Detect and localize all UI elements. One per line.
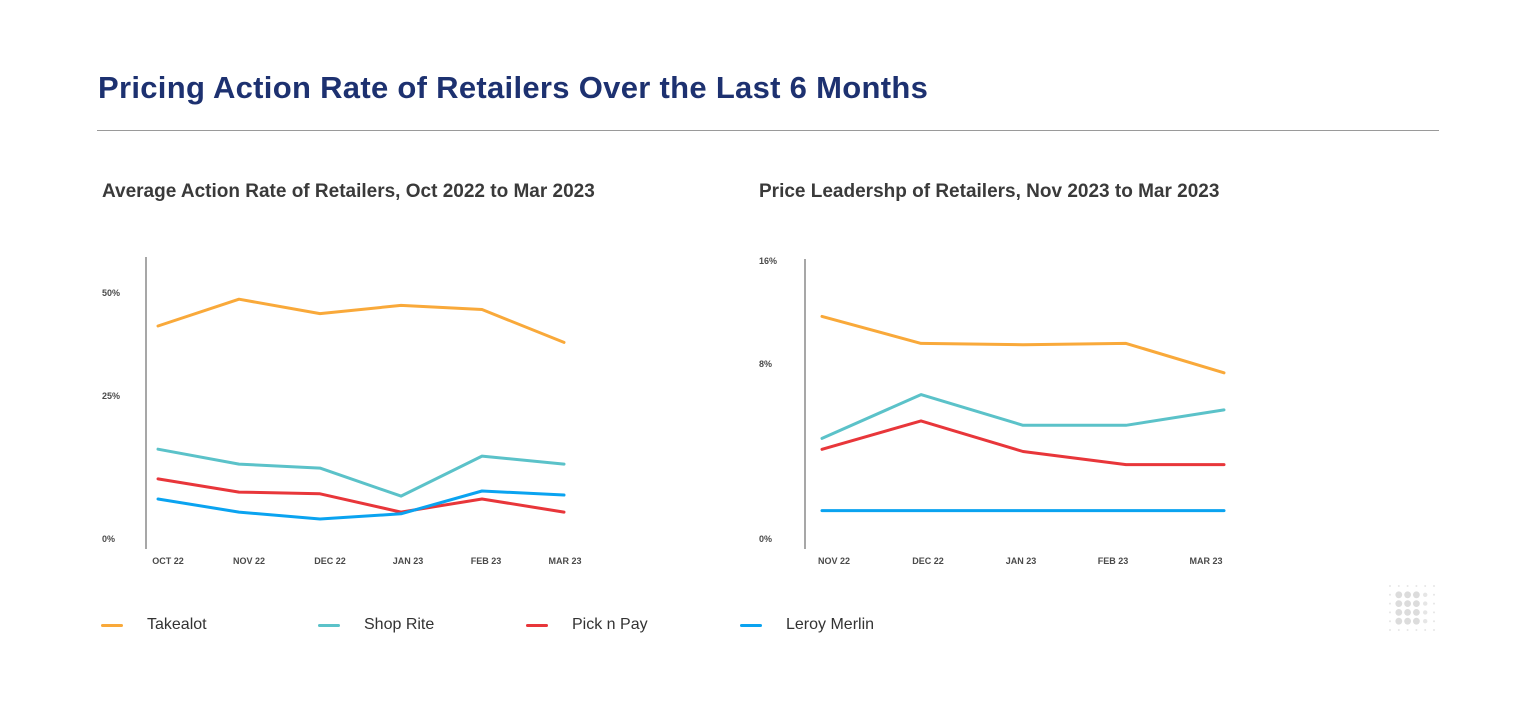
- dot: [1397, 585, 1400, 587]
- chart-1-series-leroy-merlin: [156, 489, 566, 521]
- chart-2-y-tick-label: 0%: [759, 534, 772, 544]
- chart-2-series-pick-n-pay: [820, 419, 1226, 467]
- dot: [1389, 611, 1391, 614]
- dot: [1406, 629, 1409, 631]
- legend-label: Takealot: [147, 616, 207, 633]
- dot: [1389, 629, 1391, 631]
- dot: [1413, 609, 1420, 616]
- legend-label: Shop Rite: [364, 616, 435, 633]
- title-divider: [97, 130, 1439, 131]
- dot: [1389, 593, 1391, 596]
- dot: [1424, 629, 1427, 631]
- chart-2-title: Price Leadershp of Retailers, Nov 2023 t…: [759, 181, 1220, 202]
- chart-1-series-shop-rite: [156, 447, 566, 498]
- chart-2-x-tick-label: JAN 23: [1006, 556, 1037, 566]
- chart-2-series-shop-rite: [820, 393, 1226, 440]
- dot: [1395, 600, 1403, 607]
- dot: [1395, 609, 1403, 616]
- dot-grid-logo-icon: [1389, 585, 1435, 631]
- legend-label: Pick n Pay: [572, 616, 648, 633]
- chart-1-x-tick-label: FEB 23: [471, 556, 502, 566]
- legend-swatch: [740, 623, 762, 627]
- dot: [1423, 592, 1428, 597]
- legend-item-leroy-merlin: Leroy Merlin: [740, 616, 874, 634]
- chart-2-y-tick-label: 8%: [759, 359, 772, 369]
- chart-2-x-tick-label: DEC 22: [912, 556, 944, 566]
- chart-1-x-tick-label: OCT 22: [152, 556, 184, 566]
- chart-1-series-takealot: [156, 297, 566, 344]
- chart-1-series-pick-n-pay: [156, 477, 566, 514]
- dot: [1397, 629, 1400, 631]
- dot: [1423, 601, 1428, 606]
- legend-item-takealot: Takealot: [101, 616, 207, 634]
- legend-swatch: [526, 623, 548, 627]
- page-title: Pricing Action Rate of Retailers Over th…: [98, 70, 929, 105]
- dot: [1413, 600, 1420, 607]
- chart-2-series-takealot: [820, 314, 1226, 375]
- chart-1-x-tick-label: NOV 22: [233, 556, 265, 566]
- dot: [1404, 600, 1411, 607]
- chart-1-x-tick-label: JAN 23: [393, 556, 424, 566]
- dot: [1433, 620, 1435, 623]
- legend-swatch: [318, 623, 340, 627]
- chart-1-x-tick-label: MAR 23: [548, 556, 581, 566]
- dot: [1389, 602, 1391, 605]
- dot: [1406, 585, 1409, 587]
- dot: [1423, 619, 1428, 624]
- chart-1-y-tick-label: 25%: [102, 391, 120, 401]
- dot: [1433, 629, 1435, 631]
- dot: [1404, 591, 1411, 599]
- dot: [1413, 617, 1420, 625]
- dot: [1389, 585, 1391, 587]
- dot: [1424, 585, 1427, 587]
- dot: [1433, 585, 1435, 587]
- legend-item-shop-rite: Shop Rite: [318, 616, 434, 634]
- dot: [1413, 591, 1420, 599]
- dot: [1415, 585, 1418, 587]
- chart-1-y-tick-label: 0%: [102, 534, 115, 544]
- dot: [1423, 610, 1428, 615]
- dot: [1389, 620, 1391, 623]
- chart-2-x-tick-label: NOV 22: [818, 556, 850, 566]
- chart-1-x-tick-label: DEC 22: [314, 556, 346, 566]
- chart-2-x-tick-label: FEB 23: [1098, 556, 1129, 566]
- chart-1-title: Average Action Rate of Retailers, Oct 20…: [102, 181, 595, 202]
- legend-swatch: [101, 623, 123, 627]
- dot: [1395, 617, 1403, 625]
- legend-item-pick-n-pay: Pick n Pay: [526, 616, 648, 634]
- dot: [1433, 611, 1435, 614]
- legend-label: Leroy Merlin: [786, 616, 875, 633]
- chart-2-x-tick-label: MAR 23: [1189, 556, 1222, 566]
- chart-2-y-tick-label: 16%: [759, 256, 777, 266]
- dot: [1415, 629, 1418, 631]
- dot: [1404, 617, 1411, 625]
- dot: [1404, 609, 1411, 616]
- chart-1-y-tick-label: 50%: [102, 288, 120, 298]
- dot: [1433, 602, 1435, 605]
- dot: [1433, 593, 1435, 596]
- dot: [1395, 591, 1403, 599]
